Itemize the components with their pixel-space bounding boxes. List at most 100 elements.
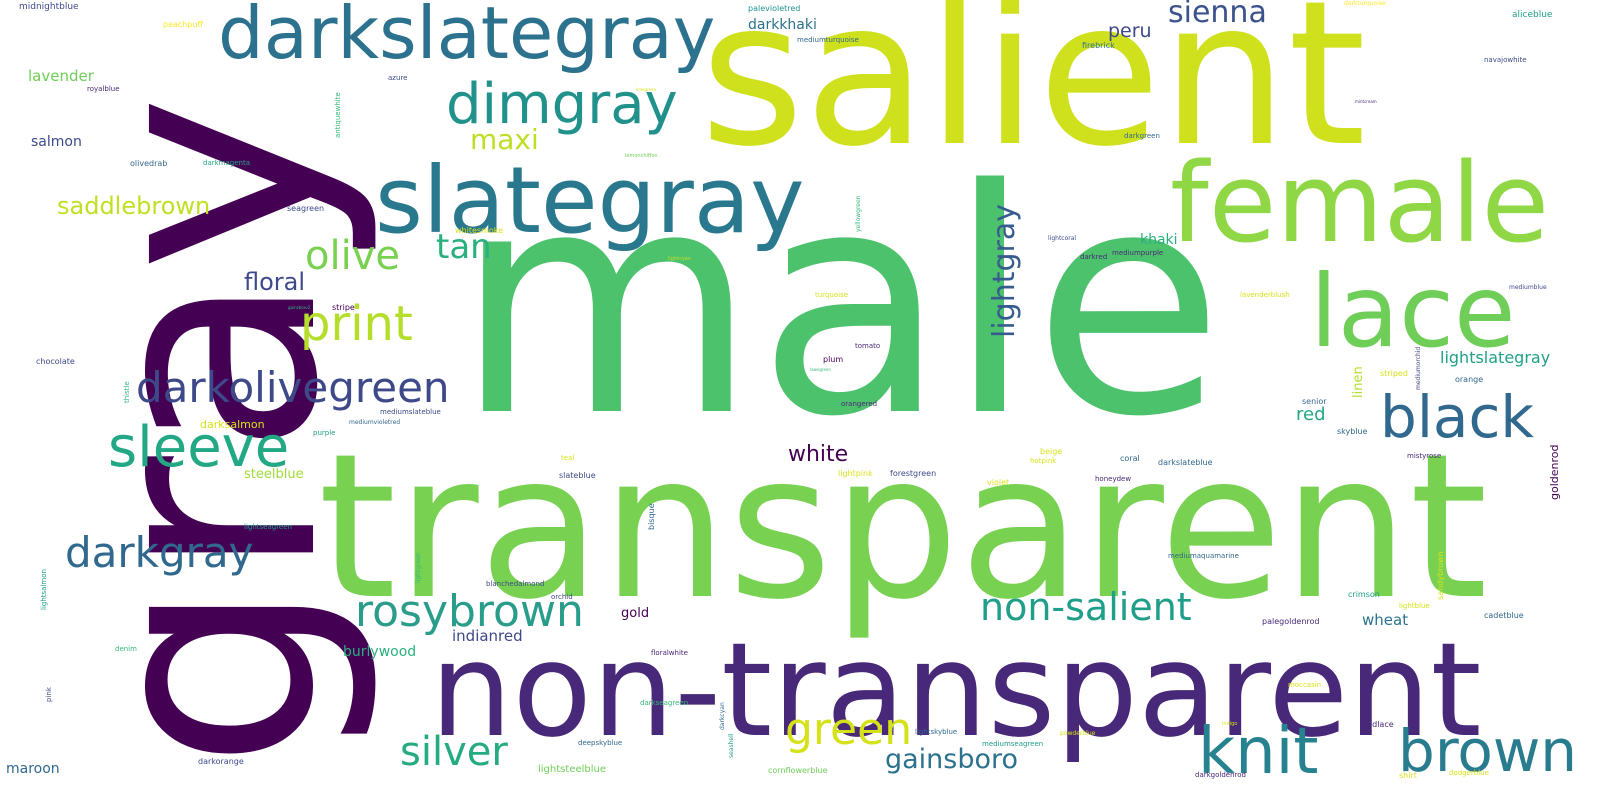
word-wheat: wheat xyxy=(1362,611,1409,629)
word-limegreen: limegreen xyxy=(636,87,657,92)
word-mediumturquoise: mediumturquoise xyxy=(797,36,859,44)
word-slategray: slategray xyxy=(375,147,805,254)
word-peachpuff: peachpuff xyxy=(163,20,204,29)
word-mediumaquamarine: mediumaquamarine xyxy=(1168,552,1239,560)
word-slateblue: slateblue xyxy=(559,471,596,480)
word-darkslategray: darkslategray xyxy=(218,0,716,75)
word-gold: gold xyxy=(621,606,650,621)
word-floralwhite: floralwhite xyxy=(651,649,688,657)
word-lightgreen: lightgreen xyxy=(415,552,422,583)
word-lightskyblue: lightskyblue xyxy=(915,728,958,736)
word-whitesmoke: whitesmoke xyxy=(455,226,504,235)
word-deepskyblue: deepskyblue xyxy=(578,739,623,747)
word-darkred: darkred xyxy=(1080,253,1108,261)
word-coral: coral xyxy=(1120,454,1140,463)
word-teal: teal xyxy=(561,454,575,462)
word-sandybrown: sandybrown xyxy=(1436,551,1445,600)
word-darksalmon: darksalmon xyxy=(200,418,265,431)
word-lightcoral: lightcoral xyxy=(1048,235,1077,242)
word-plum: plum xyxy=(823,355,844,364)
word-powderblue: powderblue xyxy=(1060,730,1096,737)
word-mediumvioletred: mediumvioletred xyxy=(349,419,401,426)
word-linen: linen xyxy=(1351,366,1366,398)
word-female: female xyxy=(1170,139,1550,267)
word-hotpink: hotpink xyxy=(1030,457,1057,465)
word-goldenrod: goldenrod xyxy=(1548,444,1561,500)
word-lemonchiffon: lemonchiffon xyxy=(625,153,658,159)
word-senior: senior xyxy=(1302,397,1327,406)
word-olive: olive xyxy=(305,233,400,279)
word-steelblue: steelblue xyxy=(244,467,304,482)
word-knit: knit xyxy=(1198,715,1319,789)
word-darkmagenta: darkmagenta xyxy=(203,159,250,167)
word-darkcyan: darkcyan xyxy=(719,702,726,730)
word-lightsteelblue: lightsteelblue xyxy=(538,764,606,775)
word-forestgreen: forestgreen xyxy=(890,469,937,478)
word-firebrick: firebrick xyxy=(1082,41,1115,50)
word-lightseagreen: lightseagreen xyxy=(244,523,292,531)
word-darkgray: darkgray xyxy=(65,528,254,577)
word-lightslategray: lightslategray xyxy=(1440,348,1551,367)
word-indianred: indianred xyxy=(452,627,523,645)
word-tan: tan xyxy=(436,227,492,267)
word-print: print xyxy=(300,296,413,352)
word-mediumblue: mediumblue xyxy=(1509,284,1547,291)
word-male: male xyxy=(455,124,1224,485)
word-green: green xyxy=(785,704,913,755)
word-tomato: tomato xyxy=(855,342,881,350)
word-darkorange: darkorange xyxy=(198,757,244,766)
word-maroon: maroon xyxy=(6,761,60,777)
word-palevioletred: palevioletred xyxy=(748,4,801,13)
word-saddlebrown: saddlebrown xyxy=(57,192,211,220)
word-salient: salient xyxy=(700,0,1367,191)
word-mediumseagreen: mediumseagreen xyxy=(982,740,1044,748)
word-palegoldenrod: palegoldenrod xyxy=(1262,617,1320,626)
word-skyblue: skyblue xyxy=(1337,427,1368,436)
word-crimson: crimson xyxy=(1348,590,1380,599)
word-lace: lace xyxy=(1310,253,1516,370)
word-seagreen: seagreen xyxy=(287,204,325,213)
word-blanchedalmond: blanchedalmond xyxy=(486,580,545,588)
word-olivedrab: olivedrab xyxy=(130,159,168,168)
word-lawngreen: lawngreen xyxy=(810,367,831,372)
word-purple: purple xyxy=(313,429,336,437)
word-lightcyan: lightcyan xyxy=(668,256,692,262)
word-silver: silver xyxy=(400,729,508,775)
word-oldlace: oldlace xyxy=(1365,720,1394,729)
word-dodgerblue: dodgerblue xyxy=(1449,769,1489,777)
word-white: white xyxy=(788,442,849,467)
word-burlywood: burlywood xyxy=(343,644,417,660)
word-royalblue: royalblue xyxy=(87,85,120,93)
word-non-salient: non-salient xyxy=(980,585,1192,629)
word-pink: pink xyxy=(45,687,53,702)
word-aliceblue: aliceblue xyxy=(1512,10,1553,20)
word-lightblue: lightblue xyxy=(1399,602,1430,610)
word-antiquewhite: antiquewhite xyxy=(334,92,342,138)
word-black: black xyxy=(1380,383,1534,451)
word-striped: striped xyxy=(1380,369,1408,378)
word-lightgray: lightgray xyxy=(987,203,1022,338)
word-darkolivegreen: darkolivegreen xyxy=(136,363,450,412)
word-stripe: stripe xyxy=(332,303,355,312)
word-transparent: transparent xyxy=(318,411,1488,644)
word-indigo: indigo xyxy=(1222,721,1238,727)
word-violet: violet xyxy=(987,478,1010,487)
word-cadetblue: cadetblue xyxy=(1484,611,1524,620)
word-moccasin: moccasin xyxy=(1288,681,1322,689)
word-non-transparent: non-transparent xyxy=(430,614,1482,766)
word-gainsboro2: gainsboro2 xyxy=(288,305,311,310)
word-mediumpurple: mediumpurple xyxy=(1112,249,1164,257)
word-rosybrown: rosybrown xyxy=(355,586,584,637)
word-lavender: lavender xyxy=(28,67,94,85)
word-brown: brown xyxy=(1398,717,1578,785)
word-maxi: maxi xyxy=(470,123,539,156)
word-peru: peru xyxy=(1108,20,1152,42)
word-floral: floral xyxy=(244,268,306,296)
word-lightpink: lightpink xyxy=(838,469,873,478)
word-mintcream: mintcream xyxy=(1355,99,1377,104)
word-chocolate: chocolate xyxy=(36,357,75,366)
word-orchid: orchid xyxy=(551,593,573,601)
word-orangered: orangered xyxy=(841,400,878,408)
word-shirt: shirt xyxy=(1399,771,1417,780)
